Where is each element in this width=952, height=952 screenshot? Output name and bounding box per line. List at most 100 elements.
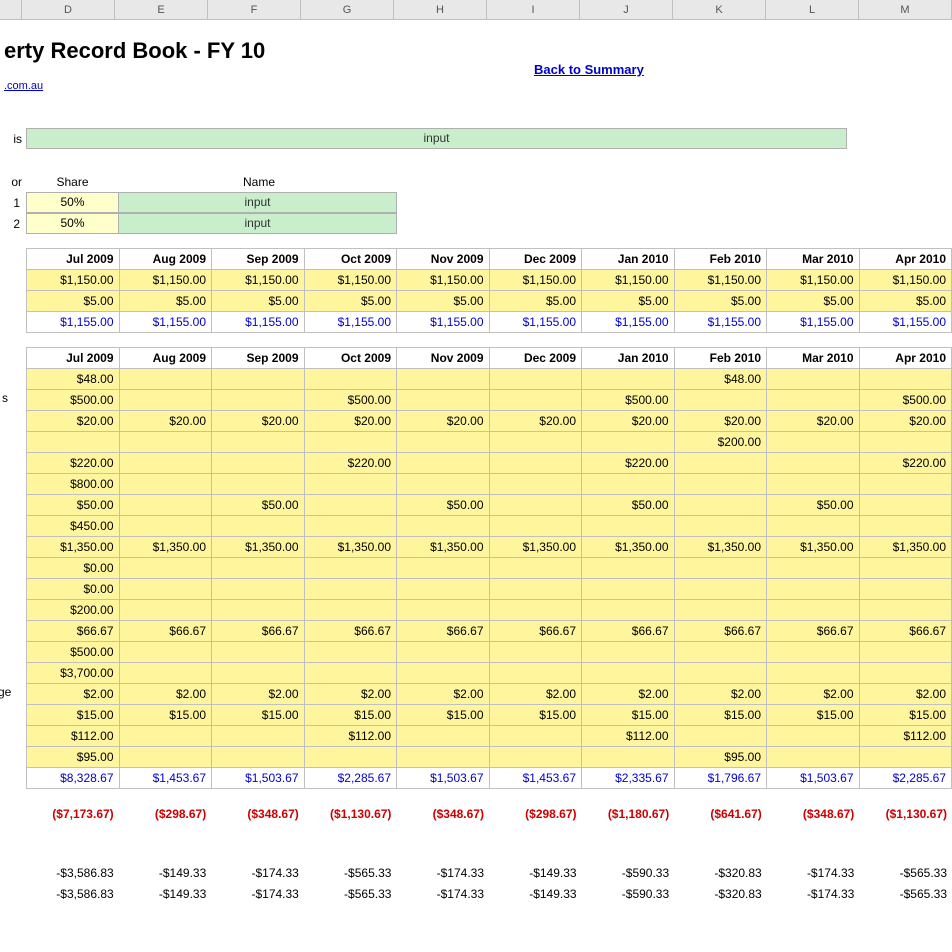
data-cell[interactable] bbox=[304, 558, 397, 579]
investor-share-input[interactable]: 50% bbox=[26, 192, 119, 213]
data-cell[interactable] bbox=[674, 495, 767, 516]
data-cell[interactable] bbox=[304, 516, 397, 537]
data-cell[interactable]: $1,503.67 bbox=[767, 768, 860, 789]
data-cell[interactable] bbox=[674, 726, 767, 747]
data-cell[interactable]: $66.67 bbox=[119, 621, 212, 642]
data-cell[interactable]: $1,155.00 bbox=[119, 312, 212, 333]
data-cell[interactable] bbox=[767, 747, 860, 768]
data-cell[interactable] bbox=[859, 495, 952, 516]
data-cell[interactable] bbox=[212, 369, 305, 390]
data-cell[interactable]: $1,350.00 bbox=[859, 537, 952, 558]
data-cell[interactable]: $5.00 bbox=[582, 291, 675, 312]
back-to-summary-link[interactable]: Back to Summary bbox=[534, 62, 644, 77]
data-cell[interactable] bbox=[212, 579, 305, 600]
data-cell[interactable] bbox=[119, 726, 212, 747]
data-cell[interactable] bbox=[212, 474, 305, 495]
data-cell[interactable]: $15.00 bbox=[27, 705, 120, 726]
data-cell[interactable]: $15.00 bbox=[212, 705, 305, 726]
data-cell[interactable]: $5.00 bbox=[674, 291, 767, 312]
data-cell[interactable]: $8,328.67 bbox=[27, 768, 120, 789]
data-cell[interactable] bbox=[212, 453, 305, 474]
data-cell[interactable] bbox=[119, 495, 212, 516]
data-cell[interactable]: $1,155.00 bbox=[212, 312, 305, 333]
property-name-input[interactable]: input bbox=[26, 128, 847, 149]
data-cell[interactable]: $1,150.00 bbox=[489, 270, 582, 291]
data-cell[interactable] bbox=[397, 726, 490, 747]
data-cell[interactable] bbox=[582, 558, 675, 579]
data-cell[interactable] bbox=[674, 558, 767, 579]
data-cell[interactable] bbox=[674, 663, 767, 684]
data-cell[interactable] bbox=[859, 474, 952, 495]
data-cell[interactable] bbox=[859, 516, 952, 537]
data-cell[interactable]: $5.00 bbox=[119, 291, 212, 312]
data-cell[interactable] bbox=[859, 432, 952, 453]
data-cell[interactable]: $1,150.00 bbox=[212, 270, 305, 291]
data-cell[interactable]: $20.00 bbox=[582, 411, 675, 432]
data-cell[interactable]: $1,350.00 bbox=[489, 537, 582, 558]
data-cell[interactable] bbox=[859, 579, 952, 600]
data-cell[interactable] bbox=[212, 516, 305, 537]
data-cell[interactable] bbox=[397, 642, 490, 663]
data-cell[interactable]: $20.00 bbox=[27, 411, 120, 432]
data-cell[interactable]: $1,155.00 bbox=[767, 312, 860, 333]
data-cell[interactable]: $1,350.00 bbox=[27, 537, 120, 558]
data-cell[interactable]: $48.00 bbox=[27, 369, 120, 390]
data-cell[interactable]: $1,350.00 bbox=[119, 537, 212, 558]
data-cell[interactable]: $450.00 bbox=[27, 516, 120, 537]
data-cell[interactable]: $50.00 bbox=[212, 495, 305, 516]
data-cell[interactable]: $15.00 bbox=[859, 705, 952, 726]
data-cell[interactable]: $95.00 bbox=[27, 747, 120, 768]
data-cell[interactable] bbox=[582, 663, 675, 684]
data-cell[interactable] bbox=[767, 474, 860, 495]
data-cell[interactable] bbox=[767, 663, 860, 684]
data-cell[interactable]: $1,155.00 bbox=[674, 312, 767, 333]
data-cell[interactable]: $2.00 bbox=[304, 684, 397, 705]
data-cell[interactable] bbox=[489, 495, 582, 516]
data-cell[interactable]: $5.00 bbox=[767, 291, 860, 312]
data-cell[interactable] bbox=[212, 726, 305, 747]
data-cell[interactable]: $1,503.67 bbox=[397, 768, 490, 789]
data-cell[interactable]: $5.00 bbox=[27, 291, 120, 312]
data-cell[interactable] bbox=[397, 747, 490, 768]
data-cell[interactable] bbox=[489, 369, 582, 390]
data-cell[interactable]: $15.00 bbox=[119, 705, 212, 726]
data-cell[interactable]: $66.67 bbox=[674, 621, 767, 642]
data-cell[interactable]: $500.00 bbox=[582, 390, 675, 411]
data-cell[interactable] bbox=[397, 474, 490, 495]
data-cell[interactable] bbox=[304, 663, 397, 684]
data-cell[interactable] bbox=[119, 453, 212, 474]
data-cell[interactable] bbox=[767, 600, 860, 621]
data-cell[interactable]: $66.67 bbox=[859, 621, 952, 642]
data-cell[interactable]: $20.00 bbox=[859, 411, 952, 432]
data-cell[interactable]: $1,350.00 bbox=[397, 537, 490, 558]
data-cell[interactable]: $15.00 bbox=[304, 705, 397, 726]
data-cell[interactable] bbox=[674, 642, 767, 663]
data-cell[interactable] bbox=[859, 369, 952, 390]
data-cell[interactable] bbox=[212, 432, 305, 453]
data-cell[interactable] bbox=[674, 390, 767, 411]
data-cell[interactable]: $1,350.00 bbox=[767, 537, 860, 558]
data-cell[interactable]: $1,150.00 bbox=[397, 270, 490, 291]
data-cell[interactable] bbox=[582, 600, 675, 621]
data-cell[interactable] bbox=[489, 516, 582, 537]
data-cell[interactable] bbox=[489, 390, 582, 411]
data-cell[interactable]: $20.00 bbox=[674, 411, 767, 432]
data-cell[interactable]: $5.00 bbox=[212, 291, 305, 312]
data-cell[interactable] bbox=[212, 663, 305, 684]
data-cell[interactable]: $220.00 bbox=[304, 453, 397, 474]
data-cell[interactable] bbox=[674, 516, 767, 537]
data-cell[interactable]: $200.00 bbox=[27, 600, 120, 621]
data-cell[interactable] bbox=[582, 642, 675, 663]
data-cell[interactable] bbox=[119, 579, 212, 600]
data-cell[interactable]: $1,350.00 bbox=[582, 537, 675, 558]
data-cell[interactable]: $15.00 bbox=[674, 705, 767, 726]
data-cell[interactable]: $1,155.00 bbox=[304, 312, 397, 333]
data-cell[interactable] bbox=[674, 579, 767, 600]
data-cell[interactable]: $1,155.00 bbox=[397, 312, 490, 333]
data-cell[interactable] bbox=[397, 432, 490, 453]
data-cell[interactable]: $800.00 bbox=[27, 474, 120, 495]
data-cell[interactable] bbox=[582, 369, 675, 390]
data-cell[interactable] bbox=[582, 747, 675, 768]
investor-name-input[interactable]: input bbox=[118, 192, 397, 213]
data-cell[interactable]: $15.00 bbox=[767, 705, 860, 726]
